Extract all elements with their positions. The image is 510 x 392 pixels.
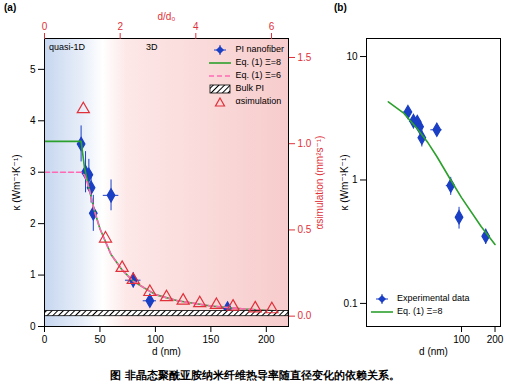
- svg-text:200: 200: [487, 334, 504, 345]
- svg-text:150: 150: [203, 334, 220, 345]
- svg-text:0: 0: [30, 321, 36, 332]
- html-text:图 非晶态聚酰亚胺纳米纤维热导率随直径变化的依赖关系。: 图 非晶态聚酰亚胺纳米纤维热导率随直径变化的依赖关系。: [110, 369, 400, 382]
- svg-text:2: 2: [117, 21, 123, 32]
- svg-text:10: 10: [346, 51, 358, 62]
- svg-text:d/d₀: d/d₀: [157, 11, 175, 22]
- svg-text:1: 1: [352, 174, 358, 185]
- svg-text:0: 0: [42, 334, 48, 345]
- svg-text:d (nm): d (nm): [419, 346, 448, 357]
- svg-text:1.0: 1.0: [298, 138, 312, 149]
- html-text:Experimental data: Experimental data: [397, 293, 470, 303]
- svg-text:4: 4: [30, 115, 36, 126]
- html-text:3D: 3D: [146, 42, 158, 52]
- svg-text:5: 5: [30, 64, 36, 75]
- svg-text:200: 200: [258, 334, 275, 345]
- html-text:αsimulation: αsimulation: [235, 96, 282, 106]
- svg-text:1.5: 1.5: [298, 52, 312, 63]
- svg-text:6: 6: [269, 21, 275, 32]
- svg-text:0: 0: [42, 21, 48, 32]
- svg-text:0.5: 0.5: [298, 224, 312, 235]
- svg-text:100: 100: [147, 334, 164, 345]
- html-text:Eq. (1) Ξ=6: Eq. (1) Ξ=6: [235, 70, 282, 80]
- svg-text:100: 100: [453, 334, 470, 345]
- html-text:(b): (b): [334, 2, 347, 13]
- svg-text:1: 1: [30, 269, 36, 280]
- svg-text:3: 3: [30, 166, 36, 177]
- html-text:Bulk PI: Bulk PI: [235, 83, 264, 93]
- html-text:Eq. (1) Ξ=8: Eq. (1) Ξ=8: [397, 306, 443, 316]
- svg-text:κ (Wm⁻¹K⁻¹): κ (Wm⁻¹K⁻¹): [339, 154, 350, 210]
- svg-text:0.1: 0.1: [344, 298, 358, 309]
- html-text:PI nanofiber: PI nanofiber: [235, 44, 284, 54]
- svg-text:αsimulation (mm²s⁻¹): αsimulation (mm²s⁻¹): [314, 136, 325, 230]
- html-text:(a): (a): [4, 2, 17, 13]
- svg-text:0.0: 0.0: [298, 310, 312, 321]
- html-text:Eq. (1) Ξ=8: Eq. (1) Ξ=8: [235, 57, 282, 67]
- html-text:quasi-1D: quasi-1D: [49, 42, 85, 52]
- svg-text:2: 2: [30, 218, 36, 229]
- svg-text:4: 4: [193, 21, 199, 32]
- svg-text:50: 50: [94, 334, 106, 345]
- svg-text:d (nm): d (nm): [152, 346, 181, 357]
- svg-text:κ (Wm⁻¹K⁻¹): κ (Wm⁻¹K⁻¹): [11, 154, 22, 210]
